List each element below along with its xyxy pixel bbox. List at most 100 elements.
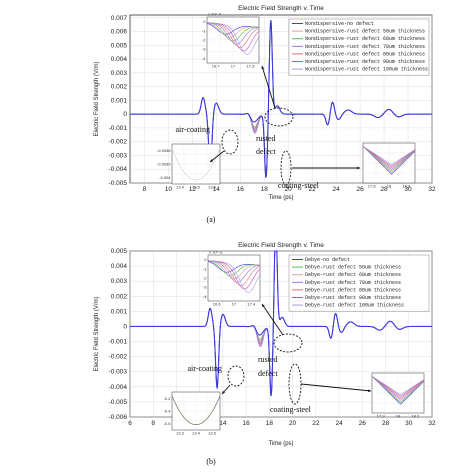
y-tick-label: 0.004 [111,56,128,63]
inset-curve [362,145,416,172]
inset-y-tick: 0 [204,257,207,262]
inset-x-tick: 16.7 [212,64,221,69]
y-tick-label: -0.001 [109,339,128,346]
annotation-coating-steel: coating-steel [270,405,312,414]
inset-y-tick: -0.0039 [157,162,171,167]
annotation-arrowhead [261,66,265,70]
x-tick-label: 30 [405,420,413,427]
y-tick-label: 0 [123,111,127,118]
inset-curve [362,145,416,174]
y-tick-label: -0.003 [109,369,128,376]
inset-curve [362,145,416,165]
x-tick-label: 16 [237,186,245,193]
legend-entry: Nondispersive-rust defect 100um thicknes… [305,67,428,73]
y-tick-label: 0.003 [111,70,128,77]
inset-exponent: x 10^-3 [209,250,223,255]
inset-x-tick: 13.5 [192,185,201,190]
inset-y-tick: -4 [203,294,207,299]
legend-entry: Debye-rust defect 100um thickness [305,303,404,309]
inset-x-tick: 18 [396,414,401,419]
inset-curve [362,145,416,175]
x-tick-label: 14 [219,420,227,427]
inset-x-tick: 17 [231,64,236,69]
annotation-arrowhead [262,304,265,308]
inset-x-tick: 17.8 [368,184,377,189]
y-tick-label: -0.004 [109,166,128,173]
legend-entry: Nondispersive-rust defect 90um thickness [305,59,425,65]
x-axis-label: Time (ps) [268,195,293,201]
annotation-air-coating: air-coating [176,125,211,134]
annotation-ellipse [227,365,245,387]
annotation-coating-steel: coating-steel [278,181,320,190]
y-tick-label: 0.005 [111,42,128,49]
inset-y-tick: -0.004 [159,175,171,180]
legend-entry: Nondispersive-no defect [305,21,374,27]
inset-x-tick: 13.4 [176,185,185,190]
y-tick-label: 0.001 [111,308,128,315]
inset-air-coating: 13.4 13.5 13.6 -0.0038 -0.0039 -0.004 [157,143,221,190]
inset-y-tick: -4 [202,56,206,61]
y-tick-label: -0.002 [109,139,128,146]
legend-entry: Nondispersive-rust defect 50um thickness [305,29,425,35]
y-tick-label: 0.001 [111,97,128,104]
legend-box [288,254,430,312]
inset-curve [362,145,416,170]
inset-x-tick: 17.9 [377,414,386,419]
legend-entry: Nondispersive-rust defect 70um thickness [305,44,425,50]
series-line [130,250,432,397]
inset-x-tick: 18 [387,184,392,189]
inset-y-tick: -0.0038 [157,148,171,153]
y-axis-label: Electric Field Strength (V/m) [94,61,100,136]
x-tick-label: 16 [243,420,251,427]
y-tick-label: -0.006 [109,414,128,421]
x-tick-label: 12 [189,186,197,193]
y-tick-label: 0 [123,323,127,330]
annotation-arrow [209,150,225,163]
inset-y-tick: -1 [203,266,207,271]
inset-x-tick: 17.4 [247,302,256,307]
inset-curve [371,375,425,397]
chart-title: Electric Field Strength v. Time [238,5,324,12]
inset-y-tick: -3 [202,47,206,52]
x-tick-label: 18 [266,420,274,427]
inset-x-tick: 17 [232,302,237,307]
x-tick-label: 22 [312,420,320,427]
annotation-air-coating: air-coating [188,364,223,373]
y-tick-label: 0.006 [111,29,128,36]
legend-entry: Debye-no defect [305,257,350,263]
series-line [130,19,432,179]
inset-curve [371,375,425,399]
y-tick-label: -0.001 [109,125,128,132]
annotation-ellipse [264,107,294,127]
annotation-arrowhead [357,166,360,170]
inset-air-coating: 13.3 13.4 13.5 -0.2 -0.4 -0.6 [164,391,221,436]
x-tick-label: 24 [335,420,343,427]
x-tick-label: 6 [128,420,132,427]
annotation-arrowhead [367,389,371,393]
inset-y-tick: -0.6 [164,421,172,426]
y-tick-label: -0.003 [109,152,128,159]
legend: Debye-no defect Debye-rust defect 50um th… [288,254,430,312]
y-tick-label: 0.003 [111,278,128,285]
legend-box [288,18,430,76]
chart-title: Electric Field Strength v. Time [238,242,324,249]
y-tick-label: -0.004 [109,384,128,391]
inset-curve [362,145,416,167]
inset-curve [371,375,425,395]
annotation-ellipse [273,333,303,353]
inset-coating-steel: 17.8 18 18.2 [362,142,416,189]
annotation-arrow [261,303,284,336]
inset-y-tick: 0 [203,19,206,24]
inset-x-tick: 13.6 [208,185,217,190]
inset-curve [207,260,261,283]
inset-curve [371,375,425,405]
inset-curve [362,145,416,169]
x-tick-label: 32 [428,420,436,427]
chart-panel-2: Electric Field Strength v. Time681012141… [94,242,436,466]
inset-x-tick: 16.6 [213,302,222,307]
inset-curve [206,22,260,55]
annotation-arrow [300,383,372,392]
legend-entry: Nondispersive-rust defect 80um thickness [305,51,425,57]
x-tick-label: 28 [380,186,388,193]
